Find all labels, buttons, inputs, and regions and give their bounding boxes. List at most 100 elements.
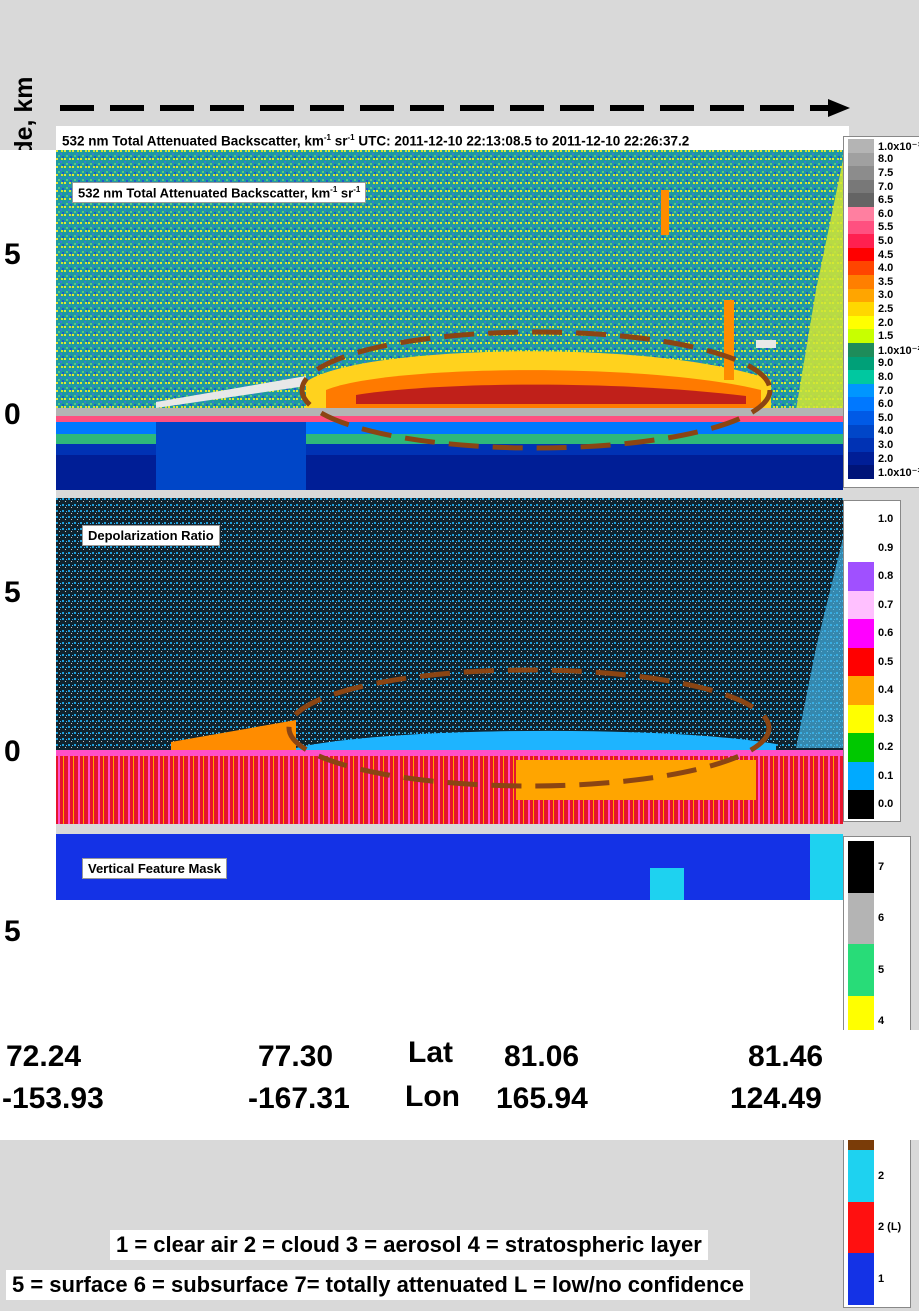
backscatter-colorbar-label: 9.0	[878, 357, 894, 370]
backscatter-colorbar-swatch	[848, 179, 874, 194]
panel1-title: 532 nm Total Attenuated Backscatter, km-…	[72, 182, 367, 204]
lat-label: Lat	[408, 1036, 453, 1069]
backscatter-colorbar-label: 6.0	[878, 398, 894, 411]
vfm-colorbar-label: 2	[878, 1169, 885, 1182]
backscatter-colorbar-label: 1.0x10⁻³	[878, 467, 919, 480]
backscatter-colorbar-label: 5.0	[878, 411, 894, 424]
backscatter-colorbar-swatch	[848, 234, 874, 248]
depolarization-colorbar-label: 0.2	[878, 741, 894, 754]
left-axis-strip	[0, 150, 56, 1030]
backscatter-colorbar-label: 1.0x10⁻¹	[878, 140, 919, 153]
backscatter-colorbar-swatch	[848, 193, 874, 207]
time-direction-arrow	[60, 99, 850, 117]
vfm-colorbar-swatch	[848, 1201, 874, 1253]
depolarization-colorbar-label: 0.0	[878, 798, 894, 811]
backscatter-colorbar-label: 8.0	[878, 371, 894, 383]
backscatter-colorbar-swatch	[848, 166, 874, 180]
backscatter-colorbar-swatch	[848, 220, 874, 235]
backscatter-colorbar-swatch	[848, 288, 874, 303]
vfm-colorbar-label: 6	[878, 912, 885, 925]
xtick-lat-1: 72.24	[6, 1040, 82, 1073]
backscatter-colorbar-label: 7.0	[878, 180, 894, 193]
depolarization-colorbar-label: 1.0	[878, 513, 894, 526]
backscatter-colorbar-swatch	[848, 383, 874, 398]
backscatter-colorbar-label: 2.0	[878, 452, 894, 465]
backscatter-colorbar-swatch	[848, 465, 874, 479]
legend-line-2: 5 = surface 6 = subsurface 7= totally at…	[6, 1270, 750, 1300]
depolarization-colorbar-swatch	[848, 619, 874, 648]
panel1-ytick-0: 0	[4, 398, 21, 431]
utc-time-range: UTC: 2011-12-10 22:13:08.5 to 2011-12-10…	[354, 133, 690, 149]
backscatter-colorbar-label: 2.5	[878, 303, 894, 315]
vfm-colorbar-label: 1	[878, 1272, 885, 1285]
vfm-colorbar-swatch	[848, 944, 874, 996]
depolarization-colorbar-swatch	[848, 590, 874, 619]
backscatter-colorbar-label: 4.0	[878, 425, 894, 438]
depolarization-colorbar: 1.0 0.9 0.8 0.7 0.6 0.5 0.4 0.3 0.2 0.1 0.0	[843, 500, 901, 822]
depolarization-colorbar-swatch	[848, 505, 874, 534]
backscatter-colorbar-label: 3.5	[878, 275, 894, 288]
vfm-colorbar-label: 2 (L)	[878, 1221, 902, 1234]
xtick-lat-3: 81.06	[504, 1040, 580, 1073]
depolarization-colorbar-swatch	[848, 676, 874, 705]
backscatter-colorbar-label: 5.5	[878, 221, 894, 234]
backscatter-colorbar-swatch	[848, 424, 874, 439]
panel1-ytick-5: 5	[4, 238, 21, 271]
backscatter-colorbar: 1.0x10⁻¹ 8.0 7.5 7.0 6.5 6.0 5.5 5.0 4.5 4.0 3.5 3.…	[843, 136, 919, 488]
backscatter-colorbar-swatch	[848, 139, 874, 153]
backscatter-colorbar-swatch	[848, 411, 874, 425]
backscatter-colorbar-swatch	[848, 152, 874, 167]
backscatter-colorbar-swatch	[848, 370, 874, 384]
depolarization-colorbar-label: 0.5	[878, 655, 894, 668]
xtick-lon-2: -167.31	[248, 1082, 350, 1115]
depolarization-colorbar-label: 0.3	[878, 712, 894, 725]
backscatter-colorbar-label: 2.0	[878, 316, 894, 329]
depolarization-colorbar-swatch	[848, 562, 874, 591]
backscatter-colorbar-label: 6.0	[878, 207, 894, 220]
depolarization-colorbar-label: 0.9	[878, 541, 894, 554]
xtick-lat-4: 81.46	[748, 1040, 824, 1073]
backscatter-colorbar-label: 5.0	[878, 235, 894, 247]
depolarization-colorbar-swatch	[848, 704, 874, 733]
backscatter-colorbar-label: 4.5	[878, 248, 894, 261]
backscatter-colorbar-swatch	[848, 438, 874, 452]
header-title-bar: 532 nm Total Attenuated Backscatter, km-…	[56, 126, 849, 150]
backscatter-colorbar-swatch	[848, 275, 874, 289]
backscatter-colorbar-label: 7.5	[878, 167, 894, 179]
vfm-colorbar-swatch	[848, 1150, 874, 1202]
x-axis-area	[0, 1030, 919, 1140]
lon-label: Lon	[405, 1080, 460, 1113]
backscatter-panel	[56, 150, 843, 490]
backscatter-colorbar-swatch	[848, 343, 874, 357]
backscatter-colorbar-swatch	[848, 356, 874, 371]
depolarization-colorbar-label: 0.8	[878, 570, 894, 583]
depolarization-colorbar-label: 0.1	[878, 769, 894, 782]
backscatter-colorbar-label: 3.0	[878, 439, 894, 451]
backscatter-colorbar-swatch	[848, 247, 874, 262]
vfm-below-surface	[56, 900, 843, 1030]
backscatter-colorbar-label: 8.0	[878, 153, 894, 166]
legend-line-1: 1 = clear air 2 = cloud 3 = aerosol 4 = …	[110, 1230, 708, 1260]
backscatter-colorbar-swatch	[848, 302, 874, 316]
backscatter-colorbar-label: 4.0	[878, 262, 894, 275]
backscatter-colorbar-label: 3.0	[878, 289, 894, 302]
vfm-colorbar-label: 5	[878, 963, 885, 976]
xtick-lon-3: 165.94	[496, 1082, 588, 1115]
depolarization-panel	[56, 498, 843, 824]
vfm-colorbar-swatch	[848, 1253, 874, 1305]
xtick-lon-4: 124.49	[730, 1082, 822, 1115]
backscatter-colorbar-swatch	[848, 207, 874, 221]
backscatter-colorbar-swatch	[848, 451, 874, 466]
vfm-colorbar-swatch	[848, 841, 874, 893]
backscatter-colorbar-label: 7.0	[878, 384, 894, 397]
backscatter-colorbar-label: 6.5	[878, 194, 894, 207]
depolarization-colorbar-label: 0.4	[878, 684, 894, 697]
vfm-colorbar-label: 7	[878, 860, 885, 873]
depolarization-colorbar-swatch	[848, 733, 874, 762]
panel2-ytick-5: 5	[4, 576, 21, 609]
depolarization-colorbar-label: 0.7	[878, 598, 894, 611]
vfm-colorbar-label: 4	[878, 1015, 885, 1028]
panel2-title: Depolarization Ratio	[82, 525, 220, 546]
header-title: 532 nm Total Attenuated Backscatter, km	[62, 133, 324, 149]
panel2-ytick-0: 0	[4, 735, 21, 768]
